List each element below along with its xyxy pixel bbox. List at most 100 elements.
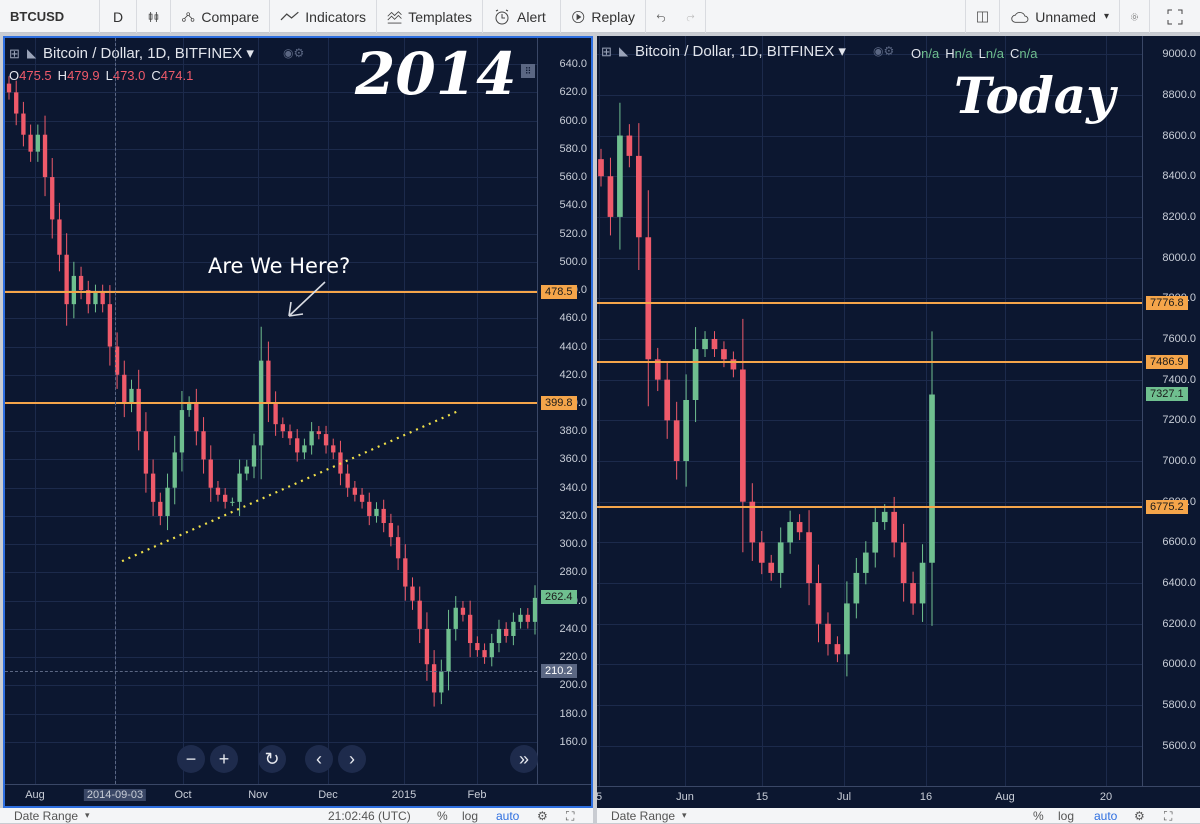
ohlc-value: n/a — [921, 46, 940, 61]
price-tick-label: 8000.0 — [1162, 251, 1196, 264]
auto-toggle-right[interactable]: auto — [1094, 809, 1118, 823]
grid-line — [597, 501, 1142, 503]
gear-icon — [1131, 13, 1138, 20]
eye-icon[interactable]: ◉⚙ — [873, 44, 895, 58]
support-trendline[interactable] — [5, 38, 537, 784]
ohlc-value: 475.5 — [19, 68, 52, 83]
ohlc-value: n/a — [985, 46, 1004, 61]
maximize-icon[interactable]: ⛶ — [566, 809, 575, 823]
price-tick-label: 460.0 — [559, 312, 587, 325]
save-layout-button[interactable]: Unnamed ▾ — [1000, 0, 1120, 33]
percent-toggle[interactable]: % — [437, 809, 448, 823]
crosshair-price-badge: 210.2 — [541, 663, 577, 678]
candle-body — [919, 562, 926, 604]
templates-icon — [387, 10, 402, 23]
time-tick-label: Nov — [248, 789, 268, 801]
settings-button[interactable] — [1120, 0, 1150, 33]
symbol-search-button[interactable]: BTCUSD — [0, 0, 100, 33]
redo-icon — [686, 14, 695, 21]
templates-button[interactable]: Templates — [377, 0, 483, 33]
pane-collapse-icon[interactable]: ⊞ — [601, 44, 612, 59]
interval-button[interactable]: D — [100, 0, 137, 33]
candle-body — [6, 83, 12, 93]
candle-body — [467, 614, 473, 644]
replay-button[interactable]: Replay — [561, 0, 646, 33]
drag-handle-icon[interactable]: ⠿ — [521, 64, 535, 78]
auto-toggle[interactable]: auto — [496, 809, 520, 823]
candle-body — [777, 542, 784, 573]
horizontal-level-line[interactable] — [5, 291, 537, 294]
price-scale[interactable] — [537, 38, 591, 784]
pane-collapse-icon[interactable]: ⊞ — [9, 46, 20, 61]
date-range-button[interactable]: Date Range — [14, 809, 79, 823]
candle-body — [266, 360, 271, 403]
grid-line — [404, 38, 405, 784]
price-tick-label: 360.0 — [559, 453, 587, 466]
price-tick-label: 540.0 — [559, 199, 587, 212]
scroll-to-realtime-button[interactable]: » — [510, 745, 538, 773]
zoom-in-button[interactable]: + — [210, 745, 238, 773]
zoom-out-button[interactable]: − — [177, 745, 205, 773]
price-scale[interactable] — [1142, 36, 1200, 786]
log-toggle[interactable]: log — [462, 809, 479, 823]
candle-body — [749, 501, 756, 543]
candle-body — [230, 501, 235, 503]
scale-settings-icon[interactable]: ⚙ — [537, 809, 548, 823]
horizontal-level-line[interactable] — [597, 505, 1142, 508]
chart-title[interactable]: Bitcoin / Dollar, 1D, BITFINEX ▾ — [43, 45, 254, 62]
grid-line — [597, 461, 1142, 463]
bottom-bar-right: Date Range ▾ % log auto ⚙ ⛶ — [597, 808, 1200, 823]
eye-icon[interactable]: ◉⚙ — [283, 46, 305, 60]
reset-button[interactable]: ↻ — [258, 745, 286, 773]
horizontal-level-line[interactable] — [5, 402, 537, 405]
price-tick-label: 180.0 — [559, 707, 587, 720]
layout-button[interactable] — [965, 0, 1000, 33]
candle-body — [758, 542, 765, 563]
candle-body — [853, 572, 860, 604]
redo-button[interactable] — [676, 0, 706, 33]
compare-button[interactable]: Compare — [171, 0, 270, 33]
horizontal-level-line[interactable] — [597, 302, 1142, 304]
fullscreen-button[interactable] — [1150, 0, 1200, 33]
candles-plot — [598, 102, 935, 677]
candle-body — [381, 508, 386, 524]
horizontal-level-line[interactable] — [597, 360, 1142, 363]
candle-body — [617, 135, 623, 217]
candle-body — [446, 628, 451, 672]
alarm-clock-icon — [495, 9, 509, 24]
scroll-right-button[interactable]: › — [338, 745, 366, 773]
support-line-path — [121, 410, 458, 563]
time-tick-label: 20 — [1099, 791, 1113, 803]
date-range-button-right[interactable]: Date Range — [611, 809, 676, 823]
time-tick-label: Jun — [676, 791, 694, 803]
undo-icon — [656, 13, 666, 22]
grid-line — [597, 216, 1142, 218]
price-tick-label: 420.0 — [559, 368, 587, 381]
chart-title[interactable]: Bitcoin / Dollar, 1D, BITFINEX ▾ — [635, 43, 846, 60]
scroll-left-button[interactable]: ‹ — [305, 745, 333, 773]
chart-pane-today[interactable]: 9000.08800.08600.08400.08200.08000.07800… — [597, 36, 1200, 808]
chart-style-button[interactable] — [137, 0, 171, 33]
scale-settings-icon[interactable]: ⚙ — [1134, 809, 1145, 823]
time-scale[interactable]: 5 Jun 15 Jul 16 Aug 20 — [597, 786, 1200, 808]
maximize-icon[interactable]: ⛶ — [1164, 809, 1173, 823]
candle-body — [114, 346, 120, 375]
grid-line — [5, 318, 537, 320]
time-scale[interactable]: Aug 2014-09-03 Oct Nov Dec 2015 Feb — [5, 784, 591, 806]
candle-body — [460, 607, 466, 615]
chart-pane-2014[interactable]: 640.0 620.0 600.0 580.0 560.0 540.0 520.0 500.0… — [3, 36, 593, 808]
grid-line — [597, 664, 1142, 666]
grid-line — [597, 257, 1142, 259]
alert-button[interactable]: Alert — [483, 0, 561, 33]
candle-body — [900, 542, 907, 584]
price-tick-label: 200.0 — [559, 679, 587, 692]
ohlc-label: C — [151, 68, 161, 83]
compare-icon — [182, 11, 195, 22]
indicators-button[interactable]: Indicators — [270, 0, 377, 33]
log-toggle-right[interactable]: log — [1058, 809, 1075, 823]
candle-body — [673, 420, 680, 462]
grid-line — [5, 600, 537, 602]
undo-button[interactable] — [646, 0, 676, 33]
percent-toggle-right[interactable]: % — [1033, 809, 1044, 823]
price-tick-label: 5800.0 — [1162, 699, 1196, 712]
